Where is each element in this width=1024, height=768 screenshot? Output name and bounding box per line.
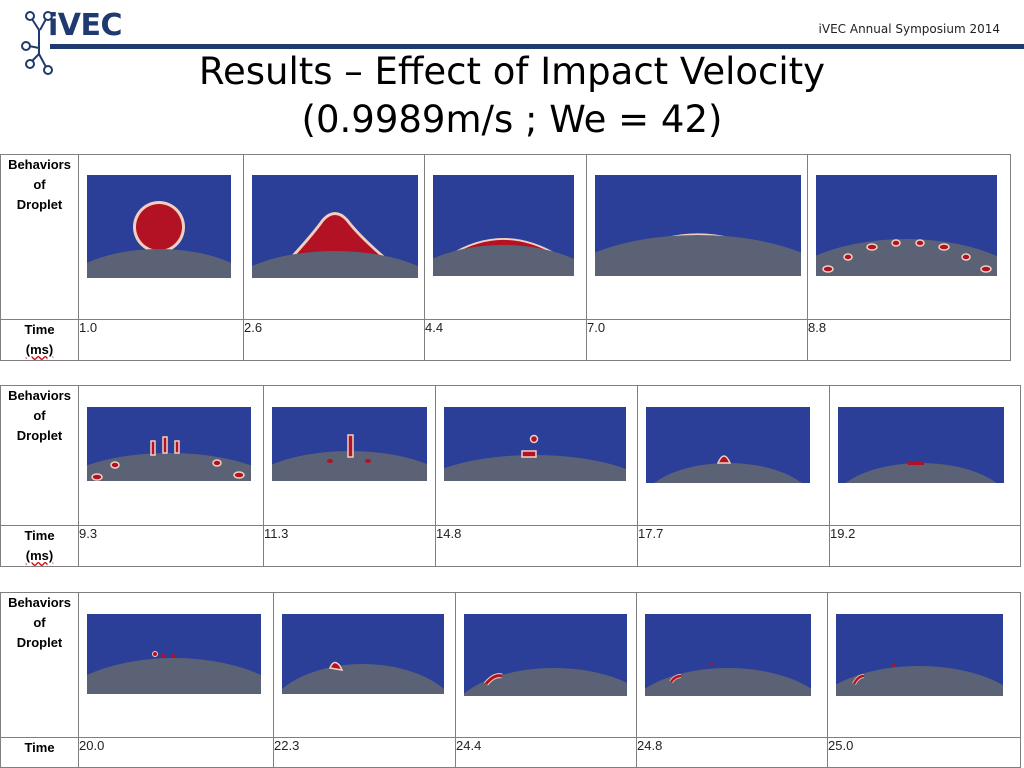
time-label-text: Time	[24, 740, 55, 755]
droplet-frame-cell	[807, 154, 1011, 320]
header-rule	[50, 44, 1024, 49]
droplet-frame	[433, 175, 574, 276]
ivec-logo-icon	[21, 11, 53, 75]
droplet-frame	[272, 407, 427, 481]
behaviors-line2: of	[33, 615, 46, 630]
time-value: 24.4	[455, 737, 637, 768]
slide-title-line2: (0.9989m/s ; We = 42)	[301, 98, 723, 141]
time-value: 14.8	[435, 525, 638, 567]
time-value: 17.7	[637, 525, 830, 567]
slide-title-line1: Results – Effect of Impact Velocity	[198, 50, 826, 93]
droplet-frame-cell	[455, 592, 637, 738]
droplet-frame	[838, 407, 1004, 483]
time-value: 25.0	[827, 737, 1021, 768]
time-label-text: Time	[24, 528, 55, 543]
behaviors-line3: Droplet	[16, 197, 63, 212]
droplet-frame	[444, 407, 626, 481]
time-value: 4.4	[424, 319, 587, 361]
droplet-table-1: Behaviors of Droplet	[0, 154, 1011, 361]
droplet-frame	[252, 175, 418, 278]
time-value: 24.8	[636, 737, 828, 768]
droplet-frame-cell	[263, 385, 436, 526]
time-value: 7.0	[586, 319, 808, 361]
behaviors-line3: Droplet	[16, 635, 63, 650]
behaviors-label: Behaviors of Droplet	[0, 385, 79, 526]
time-value: 20.0	[78, 737, 274, 768]
behaviors-line2: of	[33, 177, 46, 192]
time-label: Time	[0, 737, 79, 768]
droplet-frame-cell	[636, 592, 828, 738]
droplet-table-2: Behaviors of Droplet	[0, 385, 1021, 567]
time-value: 9.3	[78, 525, 264, 567]
droplet-frame	[836, 614, 1003, 696]
time-value: 8.8	[807, 319, 1011, 361]
behaviors-label: Behaviors of Droplet	[0, 154, 79, 320]
behaviors-line1: Behaviors	[8, 388, 71, 403]
droplet-frame-cell	[586, 154, 808, 320]
droplet-frame-cell	[827, 592, 1021, 738]
droplet-frame	[646, 407, 810, 483]
droplet-frame	[464, 614, 627, 696]
droplet-frame-cell	[78, 592, 274, 738]
droplet-frame	[87, 175, 231, 278]
droplet-frame-cell	[435, 385, 638, 526]
droplet-frame	[595, 175, 801, 276]
droplet-frame-cell	[829, 385, 1021, 526]
droplet-frame	[645, 614, 811, 696]
behaviors-line2: of	[33, 408, 46, 423]
droplet-frame	[816, 175, 997, 276]
behaviors-line1: Behaviors	[8, 157, 71, 172]
time-unit-text: (ms)	[25, 548, 54, 563]
droplet-frame	[87, 614, 261, 694]
droplet-frame-cell	[78, 154, 244, 320]
time-value: 1.0	[78, 319, 244, 361]
behaviors-line3: Droplet	[16, 428, 63, 443]
logo-text: iVEC	[48, 8, 123, 43]
slide-title: Results – Effect of Impact Velocity (0.9…	[0, 48, 1024, 144]
behaviors-line1: Behaviors	[8, 595, 71, 610]
droplet-frame-cell	[243, 154, 425, 320]
time-value: 19.2	[829, 525, 1021, 567]
time-label: Time (ms)	[0, 525, 79, 567]
droplet-frame-cell	[273, 592, 456, 738]
time-value: 22.3	[273, 737, 456, 768]
droplet-frame-cell	[424, 154, 587, 320]
time-label: Time (ms)	[0, 319, 79, 361]
time-value: 2.6	[243, 319, 425, 361]
droplet-table-3: Behaviors of Droplet	[0, 592, 1021, 768]
time-unit-text: (ms)	[25, 342, 54, 357]
behaviors-label: Behaviors of Droplet	[0, 592, 79, 738]
droplet-frame	[87, 407, 251, 481]
symposium-label: iVEC Annual Symposium 2014	[818, 22, 1000, 36]
droplet-frame	[282, 614, 444, 694]
droplet-frame-cell	[637, 385, 830, 526]
time-label-text: Time	[24, 322, 55, 337]
droplet-frame-cell	[78, 385, 264, 526]
time-value: 11.3	[263, 525, 436, 567]
